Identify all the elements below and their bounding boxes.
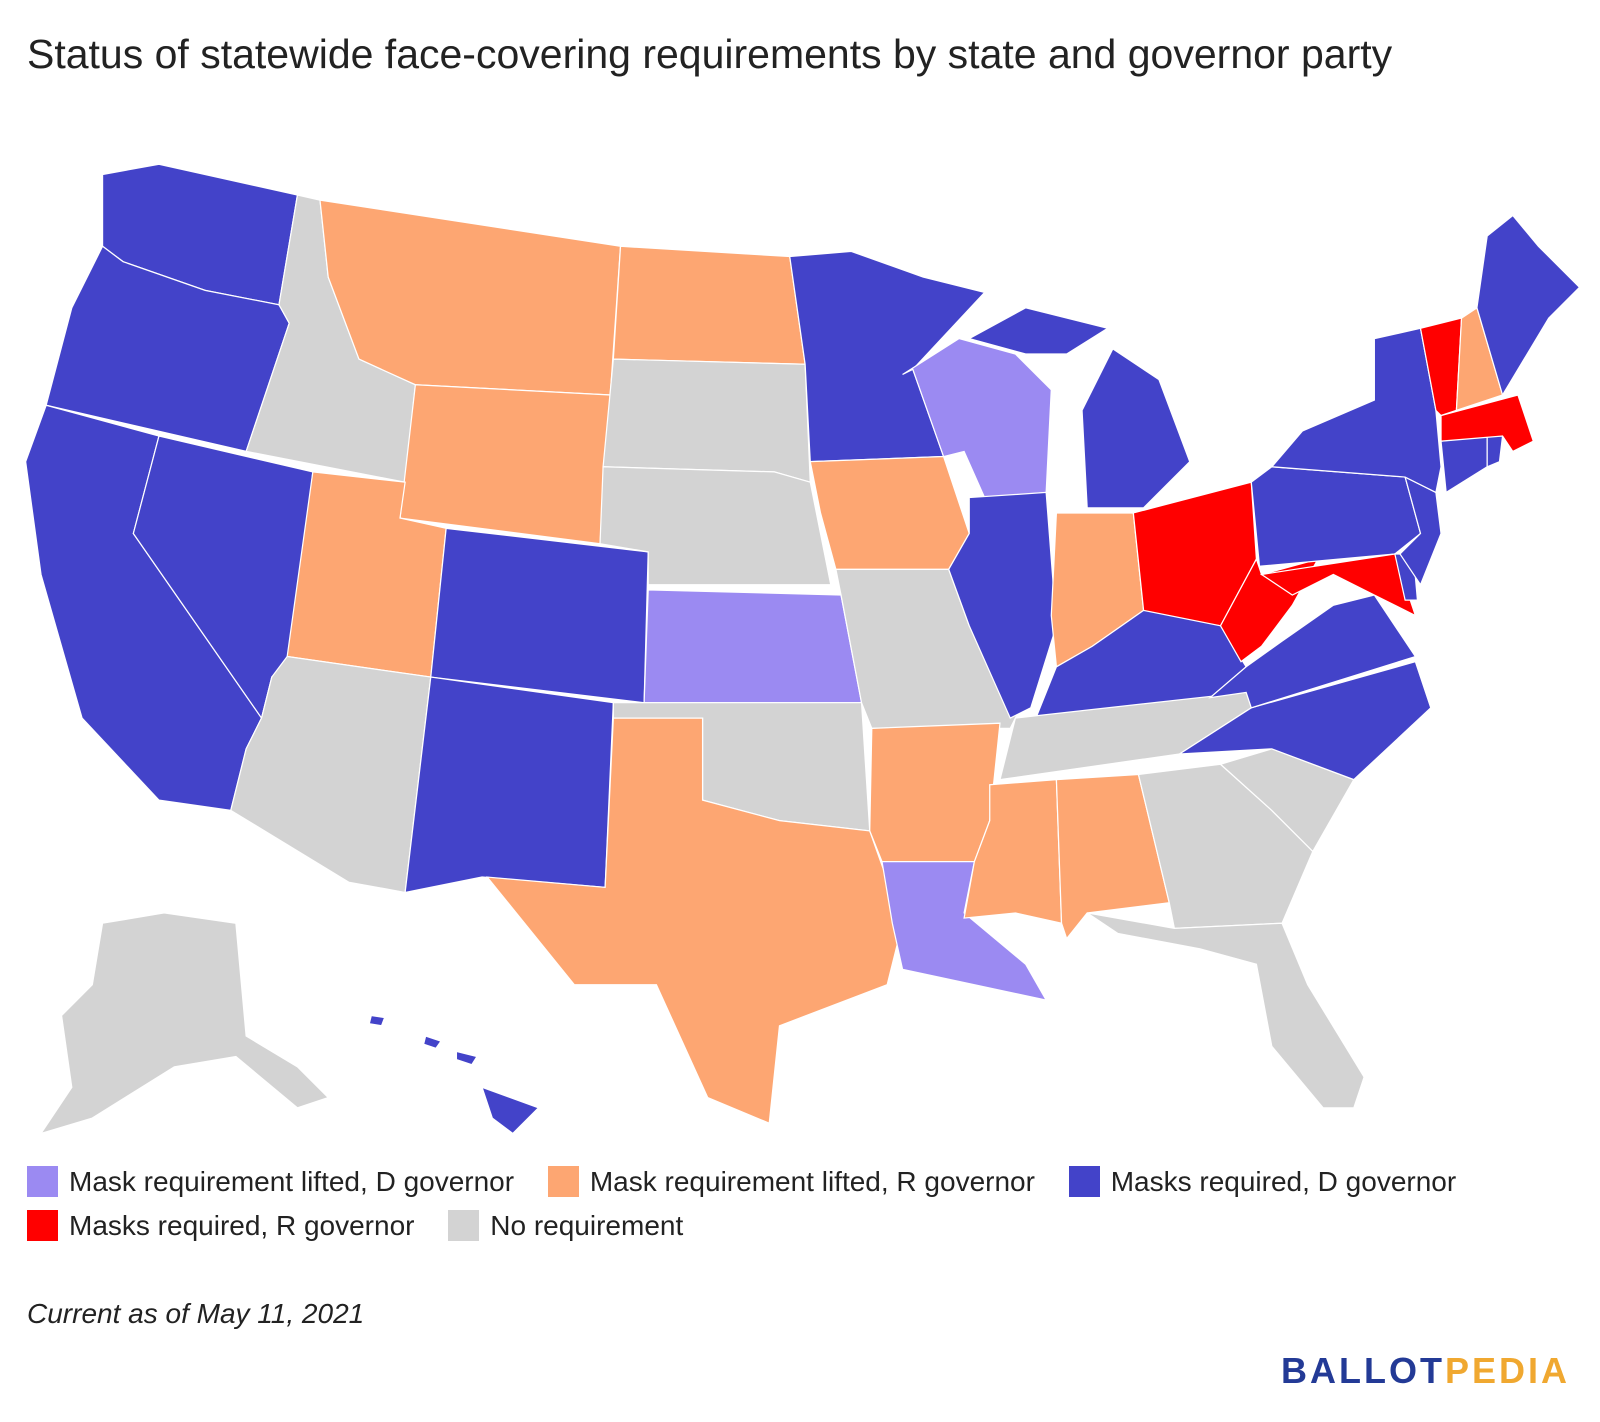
- region: [599, 466, 832, 586]
- logo: BALLOTPEDIA: [1281, 1350, 1570, 1392]
- region: [869, 722, 1001, 863]
- region: [967, 307, 1191, 509]
- region: [1250, 466, 1422, 567]
- legend-label: Mask requirement lifted, R governor: [589, 1166, 1035, 1197]
- region: [809, 455, 970, 570]
- region: [399, 384, 611, 545]
- legend-swatch: [547, 1166, 579, 1197]
- map: [25, 163, 1581, 1135]
- region: [948, 491, 1058, 719]
- note: Current as of May 11, 2021: [27, 1298, 365, 1329]
- legend-item: Masks required, D governor: [1068, 1166, 1457, 1197]
- legend-swatch: [1068, 1166, 1100, 1197]
- legend-label: Masks required, R governor: [69, 1210, 415, 1241]
- map-title: Status of statewide face-covering requir…: [27, 31, 1393, 77]
- region: [430, 527, 649, 704]
- legend-label: Mask requirement lifted, D governor: [69, 1166, 515, 1197]
- legend: Mask requirement lifted, D governor Mask…: [27, 1160, 1487, 1248]
- region: [1440, 435, 1488, 494]
- legend-item: Mask requirement lifted, D governor: [27, 1166, 514, 1197]
- region: [1486, 435, 1504, 468]
- region: [612, 245, 806, 365]
- logo-first: BALLOT: [1281, 1350, 1445, 1391]
- region: [404, 676, 614, 894]
- region: [1270, 327, 1442, 494]
- region: [368, 1014, 540, 1135]
- logo-second: PEDIA: [1444, 1350, 1570, 1391]
- region: [485, 717, 904, 1125]
- region: [1440, 394, 1535, 453]
- region: [602, 358, 811, 484]
- legend-swatch: [27, 1166, 58, 1197]
- legend-item: Masks required, R governor: [27, 1210, 414, 1241]
- region: [1419, 317, 1463, 417]
- region: [1219, 748, 1355, 853]
- region: [1086, 912, 1365, 1109]
- region: [1476, 214, 1581, 397]
- region: [39, 912, 330, 1135]
- legend-label: Masks required, D governor: [1110, 1166, 1457, 1197]
- legend-item: No requirement: [448, 1210, 683, 1241]
- legend-label: No requirement: [490, 1210, 684, 1241]
- legend-item: Mask requirement lifted, R governor: [547, 1166, 1035, 1197]
- region: [643, 589, 863, 704]
- legend-swatch: [27, 1210, 58, 1241]
- legend-swatch: [448, 1210, 480, 1241]
